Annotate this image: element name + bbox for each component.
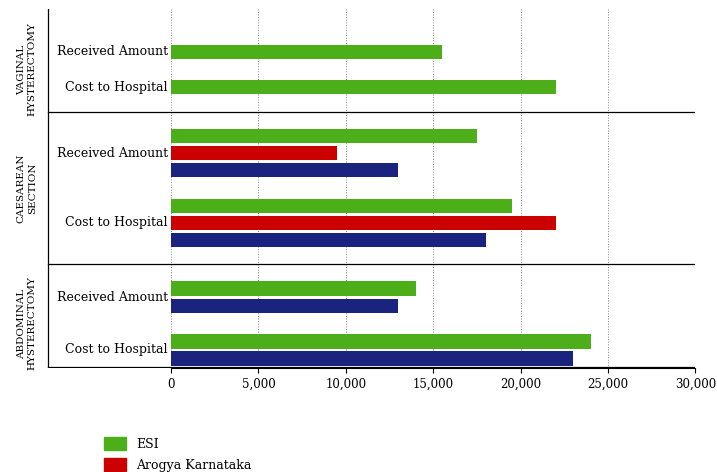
Bar (171, 351, 573, 365)
Bar (171, 80, 556, 94)
Text: Cost to Hospital: Cost to Hospital (65, 81, 168, 94)
Bar (171, 129, 477, 143)
Bar (171, 334, 591, 348)
Bar (171, 199, 512, 213)
Bar (171, 44, 442, 59)
Legend: ESI, Arogya Karnataka, Arogya Bhagya: ESI, Arogya Karnataka, Arogya Bhagya (99, 432, 257, 472)
Text: Cost to Hospital: Cost to Hospital (65, 216, 168, 229)
Text: Received Amount: Received Amount (57, 147, 168, 160)
Text: Received Amount: Received Amount (57, 45, 168, 58)
Text: Received Amount: Received Amount (57, 291, 168, 303)
Text: CAESAREAN
SECTION: CAESAREAN SECTION (16, 153, 37, 223)
Bar (171, 233, 485, 247)
Text: Cost to Hospital: Cost to Hospital (65, 344, 168, 356)
Bar (171, 298, 399, 313)
Text: VAGINAL
HYSTERECTOMY: VAGINAL HYSTERECTOMY (16, 23, 37, 117)
Bar (171, 216, 556, 230)
Bar (171, 146, 337, 160)
Bar (171, 163, 399, 177)
Text: ABDOMINAL
HYSTERECTOMY: ABDOMINAL HYSTERECTOMY (16, 277, 37, 371)
Bar (171, 281, 416, 296)
